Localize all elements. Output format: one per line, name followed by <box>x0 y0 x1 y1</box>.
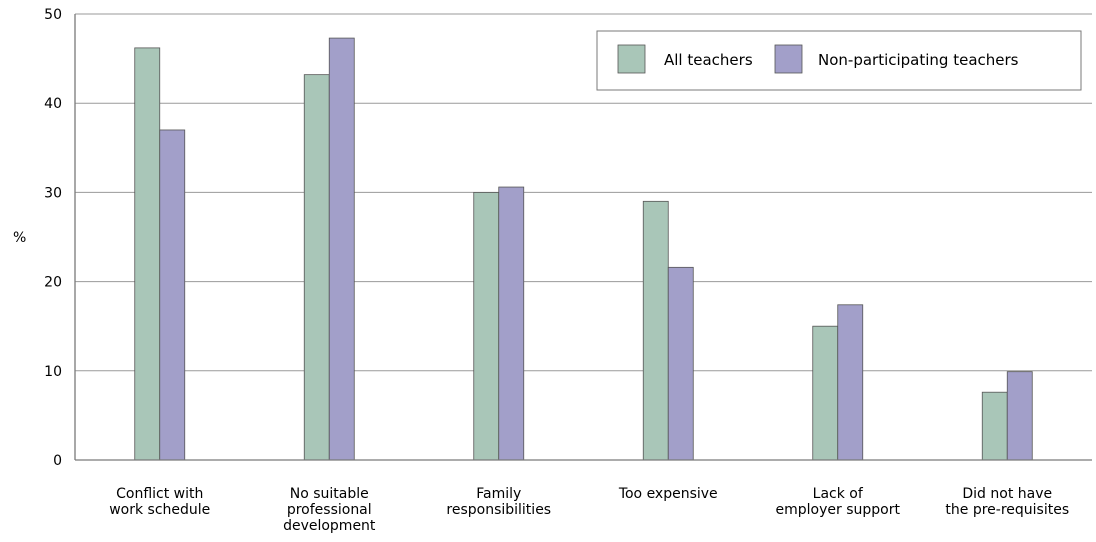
y-axis-label: % <box>13 230 26 246</box>
legend-box <box>596 30 1082 91</box>
bars <box>134 37 1033 461</box>
x-category-label: Too expensive <box>618 486 718 502</box>
y-tick-label: 50 <box>44 7 62 23</box>
y-tick-labels: 0 10 20 30 40 50 <box>44 7 62 469</box>
y-tick-label: 40 <box>44 96 62 112</box>
x-category-label: No suitable professional development <box>283 486 376 534</box>
gridlines <box>75 13 1092 372</box>
x-category-label: Family responsibilities <box>446 486 551 518</box>
legend-swatch <box>617 44 646 74</box>
bar-non-participating <box>159 129 186 461</box>
bar-non-participating <box>837 304 864 461</box>
legend: All teachers Non-participating teachers <box>596 30 1082 91</box>
y-tick-label: 10 <box>44 364 62 380</box>
legend-label: All teachers <box>664 51 753 69</box>
bar-all-teachers <box>642 200 669 461</box>
x-category-label: Lack of employer support <box>776 486 901 518</box>
y-tick-label: 20 <box>44 275 62 291</box>
bar-non-participating <box>498 186 525 461</box>
bar-all-teachers <box>134 47 161 461</box>
legend-label: Non-participating teachers <box>818 51 1019 69</box>
bar-all-teachers <box>473 191 500 461</box>
axes <box>74 14 1092 461</box>
bar-all-teachers <box>303 74 330 461</box>
x-category-label: Did not have the pre-requisites <box>945 486 1069 518</box>
y-tick-label: 30 <box>44 185 62 201</box>
bar-non-participating <box>1006 371 1033 461</box>
x-category-labels: Conflict with work schedule No suitable pro… <box>109 486 1069 534</box>
bar-all-teachers <box>981 391 1008 461</box>
legend-swatch <box>774 44 803 74</box>
y-tick-label: 0 <box>53 453 62 469</box>
bar-all-teachers <box>812 325 839 461</box>
bar-non-participating <box>667 266 694 461</box>
x-category-label: Conflict with work schedule <box>109 486 210 518</box>
bar-non-participating <box>328 37 355 461</box>
